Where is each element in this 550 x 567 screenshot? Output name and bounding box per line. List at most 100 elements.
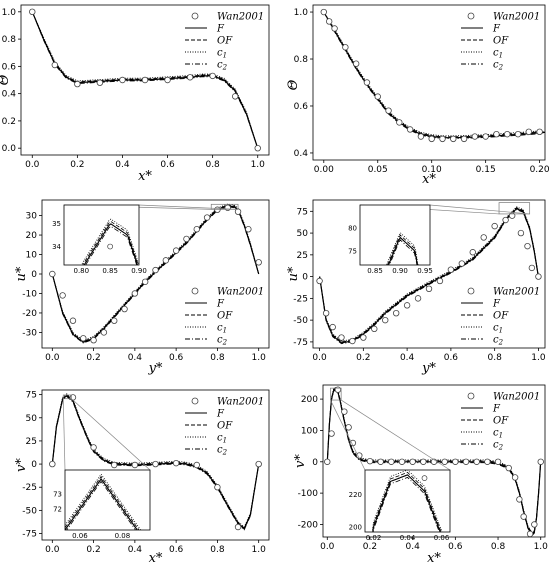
x-tick-label: 0.6 [169,545,184,555]
wan2001-point [234,208,242,215]
wan2001-point [119,76,126,84]
zoom-inset: 0.02 0.04 0.06 200 220 [349,469,451,542]
inset-wan2001-point [421,475,428,482]
wan2001-point [69,394,77,401]
x-axis-label: x* [427,551,441,566]
x-axis-label: x* [422,172,436,187]
inset-x-tick-label: 0.95 [417,267,433,275]
legend-label: F [216,24,225,35]
wan2001-point [484,458,491,465]
wan2001-point [535,273,542,280]
chart-panel-p4: 0.0 0.2 0.4 0.6 0.8 1.0 -75 -50 -25 0 25 50 75 y* u* Wa… [286,199,546,376]
y-axis-label: u* [286,266,301,281]
inset-curves [65,473,142,530]
inset-line-c1 [65,473,142,530]
wan2001-point [162,257,170,264]
wan2001-point [414,295,422,302]
series-line-of [51,394,260,529]
inset-line-c2 [372,476,440,532]
wan2001-point [504,130,511,138]
wan2001-point [59,292,66,299]
inset-line-c2 [85,225,138,265]
y-tick-label: 0.8 [294,55,309,65]
x-tick-label: 1.0 [252,545,267,555]
y-tick-label: 0.8 [2,35,17,45]
wan2001-point [338,334,345,341]
x-tick-label: 0.6 [448,542,463,552]
y-tick-label: -50 [293,316,308,326]
x-tick-label: 0.00 [314,165,334,175]
y-tick-label: 0.2 [2,117,16,127]
y-axis-label: u* [14,266,29,281]
wan2001-point [209,72,216,80]
wan2001-point [74,80,81,88]
y-tick-label: 100 [301,426,318,436]
wan2001-point [324,458,331,465]
wan2001-point [331,25,338,32]
x-tick-label: 0.2 [363,542,377,552]
legend-label: Wan2001 [217,287,264,298]
y-tick-label: 0 [302,273,308,283]
legend-marker-wan2001 [191,12,199,20]
legend-label: c1 [493,428,503,440]
y-tick-label: -100 [298,489,319,499]
x-tick-label: 0.8 [210,545,225,555]
wan2001-point [536,128,543,136]
legend-label: c1 [217,48,227,60]
legend-label: OF [217,421,233,432]
zoom-connector [340,399,451,471]
legend-label: Wan2001 [493,392,540,403]
x-tick-label: 0.0 [45,353,60,363]
inset-x-tick-label: 0.90 [392,267,408,275]
legend-label: OF [493,36,509,47]
x-tick-label: 0.4 [128,545,143,555]
wan2001-point [193,226,200,233]
wan2001-point [528,264,536,272]
wan2001-point [203,214,211,221]
wan2001-point [396,119,403,126]
y-tick-label: 1.0 [294,8,309,18]
inset-curves [81,218,139,265]
x-tick-label: 0.6 [444,353,459,363]
inset-y-tick-label: 80 [348,225,357,233]
zoom-region-box [330,387,342,401]
legend-label: Wan2001 [217,397,264,408]
x-axis-label: y* [421,361,436,376]
series-line-c2 [323,11,545,140]
y-tick-label: 0.4 [2,90,17,100]
wan2001-point [382,316,389,324]
x-axis-label: x* [138,169,152,184]
zoom-region-box [62,394,72,400]
wan2001-point [51,61,59,69]
inset-frame [359,204,431,266]
y-tick-label: -200 [298,520,319,530]
y-tick-label: 0 [31,270,37,280]
inset-line-of [372,471,442,532]
series-line-c1 [51,203,260,341]
inset-x-tick-label: 0.90 [131,267,147,275]
legend-label: F [216,299,225,310]
wan2001-point [90,337,97,344]
legend-label: F [492,24,501,35]
wan2001-point [164,76,171,84]
wan2001-point [366,457,374,465]
inset-y-tick-label: 200 [349,524,362,532]
wan2001-point [450,135,457,143]
y-tick-label: 75 [26,391,37,401]
wan2001-point [514,130,522,138]
series-line-c1 [319,206,539,342]
wan2001-point [374,93,381,100]
x-tick-label: 0.4 [128,353,143,363]
y-tick-label: -50 [22,506,37,516]
series-line-of [323,11,545,138]
legend-label: F [492,404,501,415]
inset-x-tick-label: 0.04 [400,534,416,542]
wan2001-point [482,133,489,140]
curves [31,11,259,149]
legend-label: c2 [217,60,228,72]
x-tick-label: 0.05 [368,165,388,175]
plot-frame [322,384,546,538]
y-tick-label: -10 [22,289,37,299]
